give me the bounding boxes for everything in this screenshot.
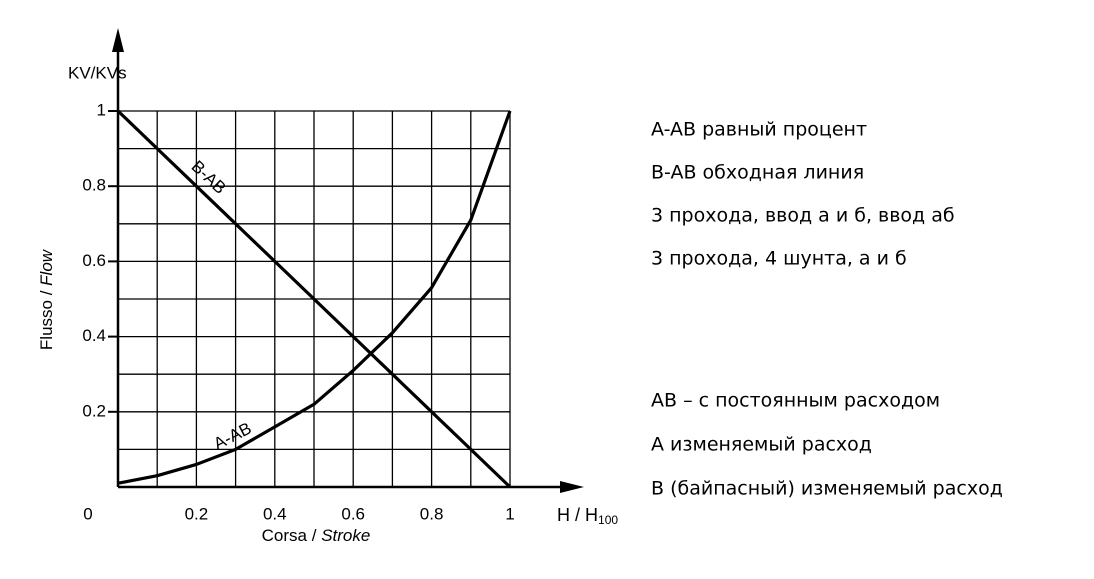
note-text: 3 прохода, ввод а и б, ввод аб — [651, 205, 955, 227]
y-tick-label: 1 — [97, 100, 106, 119]
y-axis-arrow — [112, 28, 124, 52]
y-axis-label: Flusso / Flow — [37, 248, 56, 350]
series-line — [116, 109, 512, 489]
y-tick-label: 0.6 — [82, 251, 106, 270]
y-label-main: Flusso / — [37, 286, 56, 350]
x-tick-label: 0.4 — [263, 504, 287, 523]
note-text: A изменяемый расход — [651, 434, 872, 456]
plot-area: 0.2 0.4 0.6 0.8 1 0 0.2 0.4 0.6 0.8 1 B-AB A-AB — [82, 28, 584, 523]
y-tick-label: 0.2 — [82, 401, 106, 420]
x-unit-main: H / H — [557, 505, 598, 525]
x-axis-arrow — [560, 481, 584, 493]
x-unit-sub: 100 — [598, 513, 618, 527]
y-axis-top-label: KV/KVs — [68, 63, 127, 82]
y-label-italic: Flow — [37, 248, 56, 286]
x-tick-label: 0 — [83, 504, 92, 523]
curve-label: A-AB — [211, 419, 255, 454]
x-tick-label: 0.2 — [185, 504, 209, 523]
y-tick-label: 0.8 — [82, 176, 106, 195]
note-text: B-AB обходная линия — [651, 162, 864, 184]
x-axis-label: Corsa / Stroke — [262, 526, 371, 545]
x-label-italic: Stroke — [321, 526, 370, 545]
x-label-main: Corsa / — [262, 526, 322, 545]
series-line — [117, 110, 512, 485]
x-tick-label: 0.6 — [341, 504, 365, 523]
x-tick-label: 1 — [505, 504, 514, 523]
note-text: A-AB равный процент — [651, 119, 867, 141]
y-tick-label: 0.4 — [82, 326, 106, 345]
x-axis-unit: H / H100 — [557, 505, 618, 527]
note-text: 3 прохода, 4 шунта, а и б — [651, 248, 907, 270]
note-text: AB – с постоянным расходом — [651, 390, 940, 412]
x-tick-label: 0.8 — [420, 504, 444, 523]
note-text: B (байпасный) изменяемый расход — [651, 478, 1003, 500]
curve-label: B-AB — [188, 157, 230, 198]
